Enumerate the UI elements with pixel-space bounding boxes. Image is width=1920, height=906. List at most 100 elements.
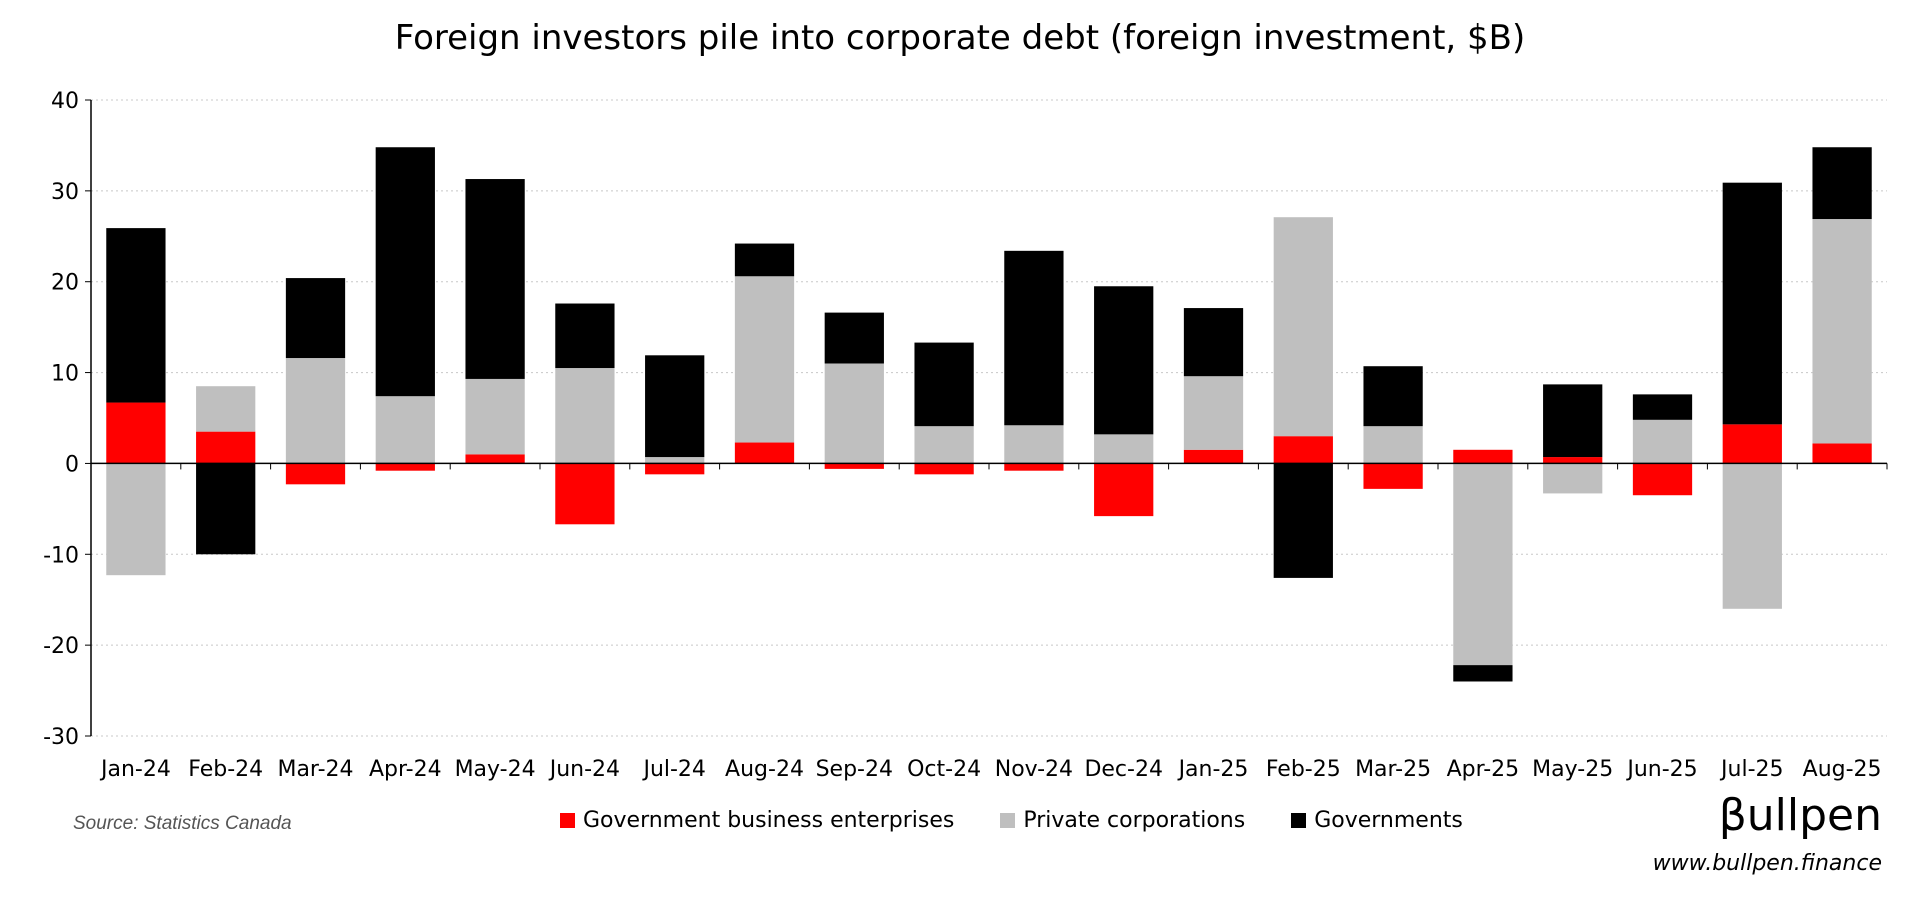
bar-governments-segment-aug-24	[734, 243, 795, 277]
legend-label-governments: Governments	[1314, 808, 1463, 833]
bar-private-segment-may-25	[1543, 463, 1603, 494]
legend-label-gbe: Government business enterprises	[583, 808, 955, 833]
y-tick-label: 10	[51, 362, 79, 387]
bar-private-segment-aug-25	[1812, 219, 1872, 444]
x-tick-label: Jan-24	[99, 757, 171, 782]
bar-gbe-segment-may-25	[1543, 457, 1603, 464]
bar-gbe-segment-dec-24	[1094, 463, 1154, 517]
bar-private-segment-nov-24	[1004, 425, 1064, 464]
bar-gbe-segment-mar-24	[285, 463, 346, 485]
bar-private-segment-feb-24	[196, 386, 256, 432]
bar-governments-segment-jan-25	[1183, 308, 1244, 377]
bar-private-segment-oct-24	[914, 426, 974, 464]
bar-gbe-segment-jan-25	[1183, 449, 1244, 464]
bar-gbe-segment-jul-24	[645, 463, 705, 475]
bar-governments-segment-feb-25	[1273, 463, 1333, 578]
x-tick-label: Sep-24	[816, 757, 893, 782]
bar-gbe-segment-apr-25	[1453, 449, 1513, 464]
axes	[90, 100, 1888, 736]
bar-governments-segment-nov-24	[1004, 250, 1064, 426]
bar-governments-segment-apr-25	[1453, 665, 1513, 682]
bar-private-segment-sep-24	[824, 363, 884, 464]
x-tick-label: Oct-24	[907, 757, 981, 782]
x-tick-label: Mar-24	[277, 757, 353, 782]
bar-private-segment-aug-24	[734, 276, 795, 443]
bar-governments-segment-may-25	[1543, 384, 1603, 458]
chart-plot: 40 30 20 10 0 -10 -20 -30 Jan-24 Feb-24 Mar-24 Apr…	[43, 89, 1888, 782]
bar-gbe-segment-jun-24	[555, 463, 615, 525]
x-tick-label: Nov-24	[995, 757, 1073, 782]
legend: Government business enterprises Private …	[560, 808, 1463, 833]
bar-governments-segment-dec-24	[1094, 286, 1154, 435]
x-tick-label: Apr-24	[369, 757, 442, 782]
x-tick-label: Aug-24	[725, 757, 804, 782]
bar-governments-segment-sep-24	[824, 312, 884, 364]
bar-gbe-segment-oct-24	[914, 463, 974, 475]
bar-governments-segment-jul-24	[645, 355, 705, 458]
x-tick-label: May-25	[1532, 757, 1613, 782]
bar-gbe-segment-jun-25	[1632, 463, 1693, 496]
bar-governments-segment-may-24	[465, 179, 525, 379]
x-tick-label: Aug-25	[1803, 757, 1882, 782]
x-tick-label: Feb-24	[188, 757, 263, 782]
x-tick-labels: Jan-24 Feb-24 Mar-24 Apr-24 May-24 Jun-24 Jul-…	[99, 757, 1882, 782]
bar-gbe-segment-mar-25	[1363, 463, 1423, 489]
bar-private-segment-may-24	[465, 378, 525, 455]
website-link: www.bullpen.finance	[1652, 851, 1882, 876]
gridlines	[85, 99, 1887, 737]
bar-private-segment-jun-25	[1632, 419, 1693, 464]
bar-gbe-segment-jul-25	[1722, 424, 1782, 464]
y-tick-label: 40	[51, 89, 79, 114]
chart-title: Foreign investors pile into corporate de…	[394, 18, 1526, 58]
bar-gbe-segment-feb-24	[196, 431, 256, 464]
bars	[106, 147, 1872, 682]
source-note: Source: Statistics Canada	[73, 813, 292, 834]
x-tick-label: Mar-25	[1355, 757, 1431, 782]
bar-governments-segment-feb-24	[196, 463, 256, 555]
legend-item-governments: Governments	[1291, 808, 1463, 833]
x-tick-label: Apr-25	[1447, 757, 1520, 782]
brand-logo: βullpen	[1718, 790, 1882, 841]
bar-governments-segment-jun-24	[555, 303, 615, 369]
bar-governments-segment-apr-24	[375, 147, 435, 397]
bar-private-segment-dec-24	[1094, 434, 1154, 464]
legend-item-gbe: Government business enterprises	[560, 808, 954, 833]
x-tick-label: Jul-25	[1719, 757, 1783, 782]
bar-private-segment-apr-25	[1453, 463, 1513, 666]
y-tick-label: 0	[65, 452, 79, 477]
y-tick-label: 20	[51, 271, 79, 296]
bar-private-segment-feb-25	[1273, 217, 1333, 437]
bar-governments-segment-jul-25	[1722, 182, 1782, 425]
bar-private-segment-apr-24	[375, 396, 435, 464]
x-tick-label: Jun-24	[548, 757, 620, 782]
bar-private-segment-jan-25	[1183, 376, 1244, 450]
x-tick-label: Jul-24	[641, 757, 705, 782]
bar-governments-segment-aug-25	[1812, 147, 1872, 220]
y-tick-label: -10	[43, 543, 79, 568]
legend-swatch-gbe	[560, 813, 575, 828]
legend-swatch-governments	[1291, 813, 1307, 828]
bar-governments-segment-mar-25	[1363, 366, 1423, 427]
legend-item-private: Private corporations	[1000, 808, 1245, 833]
x-tick-label: Jan-25	[1177, 757, 1249, 782]
x-tick-label: May-24	[455, 757, 536, 782]
y-tick-label: 30	[51, 180, 79, 205]
bar-private-segment-jan-24	[106, 463, 166, 576]
bar-governments-segment-mar-24	[285, 278, 346, 359]
y-tick-label: -20	[43, 634, 79, 659]
bar-gbe-segment-feb-25	[1273, 436, 1333, 464]
x-tick-label: Jun-25	[1625, 757, 1697, 782]
bar-gbe-segment-may-24	[465, 454, 525, 464]
legend-label-private: Private corporations	[1023, 808, 1246, 833]
bar-gbe-segment-sep-24	[824, 463, 884, 469]
bar-governments-segment-oct-24	[914, 342, 974, 427]
bar-private-segment-jul-24	[645, 457, 705, 464]
bar-private-segment-mar-24	[285, 358, 346, 464]
bar-gbe-segment-aug-24	[734, 442, 795, 464]
bar-private-segment-jul-25	[1722, 463, 1782, 609]
x-tick-label: Feb-25	[1266, 757, 1341, 782]
y-tick-label: -30	[43, 725, 79, 750]
bar-gbe-segment-jan-24	[106, 402, 166, 464]
y-tick-labels: 40 30 20 10 0 -10 -20 -30	[43, 89, 79, 750]
bar-gbe-segment-apr-24	[375, 463, 435, 471]
